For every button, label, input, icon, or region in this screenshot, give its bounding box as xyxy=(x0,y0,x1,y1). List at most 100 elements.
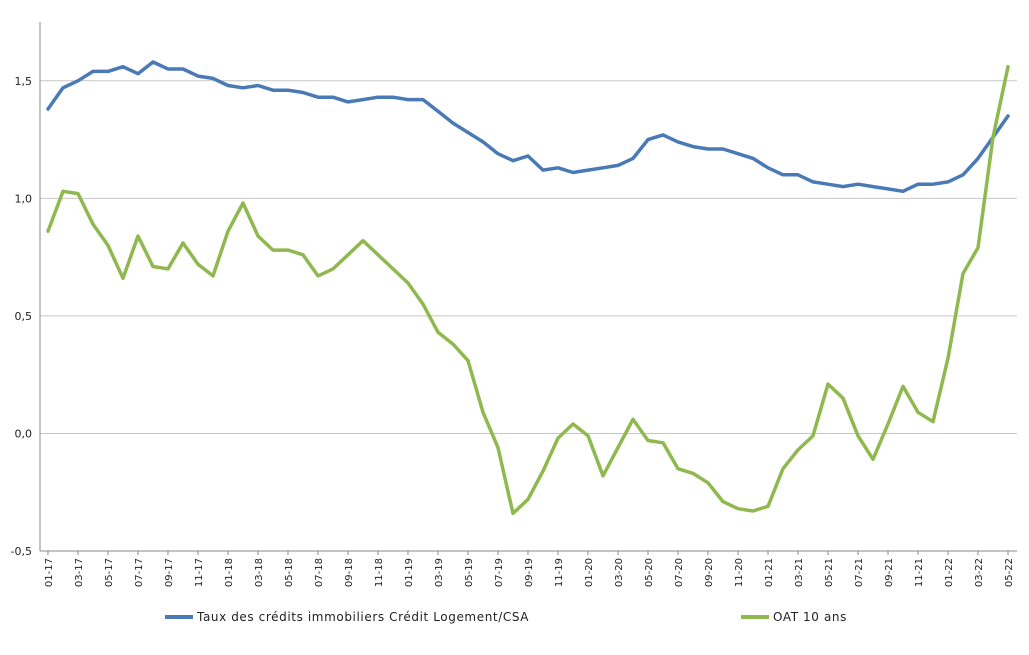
legend-swatch-oat xyxy=(741,615,769,619)
data-point-oat xyxy=(946,356,950,360)
data-point-credit-rate xyxy=(796,173,800,177)
data-point-credit-rate xyxy=(211,76,215,80)
data-point-oat xyxy=(511,511,515,515)
data-point-credit-rate xyxy=(976,156,980,160)
data-point-credit-rate xyxy=(196,74,200,78)
data-point-oat xyxy=(811,434,815,438)
data-point-credit-rate xyxy=(511,159,515,163)
data-point-oat xyxy=(361,239,365,243)
x-tick-label: 03-20 xyxy=(614,558,625,587)
data-point-credit-rate xyxy=(451,121,455,125)
series-line-oat xyxy=(46,64,1010,516)
data-point-oat xyxy=(466,359,470,363)
x-tick-label: 01-22 xyxy=(944,558,955,587)
data-point-oat xyxy=(91,222,95,226)
data-point-oat xyxy=(961,272,965,276)
x-tick-label: 11-21 xyxy=(914,558,925,587)
data-point-oat xyxy=(136,234,140,238)
data-point-oat xyxy=(676,467,680,471)
data-point-credit-rate xyxy=(391,95,395,99)
data-point-credit-rate xyxy=(121,65,125,69)
data-point-oat xyxy=(181,241,185,245)
data-point-credit-rate xyxy=(241,86,245,90)
data-point-credit-rate xyxy=(61,86,65,90)
data-point-oat xyxy=(826,382,830,386)
data-point-credit-rate xyxy=(781,173,785,177)
x-tick-label: 05-22 xyxy=(1004,558,1015,587)
legend-label-credit-rate: Taux des crédits immobiliers Crédit Loge… xyxy=(197,610,530,624)
data-point-oat xyxy=(256,234,260,238)
data-point-oat xyxy=(421,302,425,306)
x-tick-label: 03-18 xyxy=(254,558,265,587)
data-point-credit-rate xyxy=(226,83,230,87)
data-point-credit-rate xyxy=(46,107,50,111)
y-tick-label: 0,0 xyxy=(15,427,33,440)
data-point-oat xyxy=(796,448,800,452)
data-point-credit-rate xyxy=(361,98,365,102)
data-point-oat xyxy=(856,434,860,438)
x-tick-label: 01-21 xyxy=(764,558,775,587)
data-point-oat xyxy=(976,246,980,250)
x-tick-label: 05-19 xyxy=(464,558,475,587)
data-point-credit-rate xyxy=(631,156,635,160)
legend-item-oat: OAT 10 ans xyxy=(741,610,847,624)
data-point-credit-rate xyxy=(76,79,80,83)
data-point-oat xyxy=(691,471,695,475)
x-tick-label: 07-18 xyxy=(314,558,325,587)
data-point-oat xyxy=(556,436,560,440)
x-tick-label: 11-20 xyxy=(734,558,745,587)
data-point-credit-rate xyxy=(961,173,965,177)
legend: Taux des crédits immobiliers Crédit Loge… xyxy=(0,610,1029,630)
data-point-credit-rate xyxy=(136,72,140,76)
data-point-credit-rate xyxy=(886,187,890,191)
series-lines xyxy=(46,60,1010,516)
data-point-oat xyxy=(496,446,500,450)
data-point-oat xyxy=(781,467,785,471)
x-tick-label: 11-17 xyxy=(194,558,205,587)
data-point-credit-rate xyxy=(106,69,110,73)
data-point-oat xyxy=(1006,65,1010,69)
data-point-credit-rate xyxy=(271,88,275,92)
x-tick-label: 01-18 xyxy=(224,558,235,587)
data-point-oat xyxy=(211,274,215,278)
data-point-oat xyxy=(391,267,395,271)
data-point-oat xyxy=(871,457,875,461)
data-point-oat xyxy=(931,420,935,424)
y-tick-label: 0,5 xyxy=(15,310,33,323)
data-point-oat xyxy=(631,417,635,421)
data-point-credit-rate xyxy=(601,166,605,170)
data-point-credit-rate xyxy=(586,168,590,172)
data-point-credit-rate xyxy=(91,69,95,73)
data-point-oat xyxy=(706,481,710,485)
data-point-credit-rate xyxy=(331,95,335,99)
data-point-oat xyxy=(646,438,650,442)
x-tick-label: 09-18 xyxy=(344,558,355,587)
data-point-credit-rate xyxy=(301,91,305,95)
data-point-credit-rate xyxy=(676,140,680,144)
data-point-credit-rate xyxy=(661,133,665,137)
data-point-credit-rate xyxy=(496,152,500,156)
x-tick-label: 05-18 xyxy=(284,558,295,587)
gridlines xyxy=(40,80,1017,434)
data-point-oat xyxy=(226,229,230,233)
x-tick-label: 05-20 xyxy=(644,558,655,587)
data-point-credit-rate xyxy=(466,131,470,135)
x-tick-label: 01-19 xyxy=(404,558,415,587)
x-tick-label: 03-17 xyxy=(74,558,85,587)
data-point-oat xyxy=(991,135,995,139)
data-point-credit-rate xyxy=(166,67,170,71)
axes xyxy=(39,22,1017,555)
data-point-credit-rate xyxy=(376,95,380,99)
data-point-credit-rate xyxy=(616,163,620,167)
data-point-oat xyxy=(541,469,545,473)
x-tick-label: 07-17 xyxy=(134,558,145,587)
x-tick-label: 05-21 xyxy=(824,558,835,587)
legend-swatch-credit-rate xyxy=(165,615,193,619)
y-axis-tick-labels: -0,5 0,0 0,5 1,0 1,5 xyxy=(11,75,32,558)
data-point-oat xyxy=(661,441,665,445)
data-point-oat xyxy=(301,253,305,257)
data-point-oat xyxy=(586,434,590,438)
data-point-credit-rate xyxy=(256,83,260,87)
data-point-credit-rate xyxy=(286,88,290,92)
